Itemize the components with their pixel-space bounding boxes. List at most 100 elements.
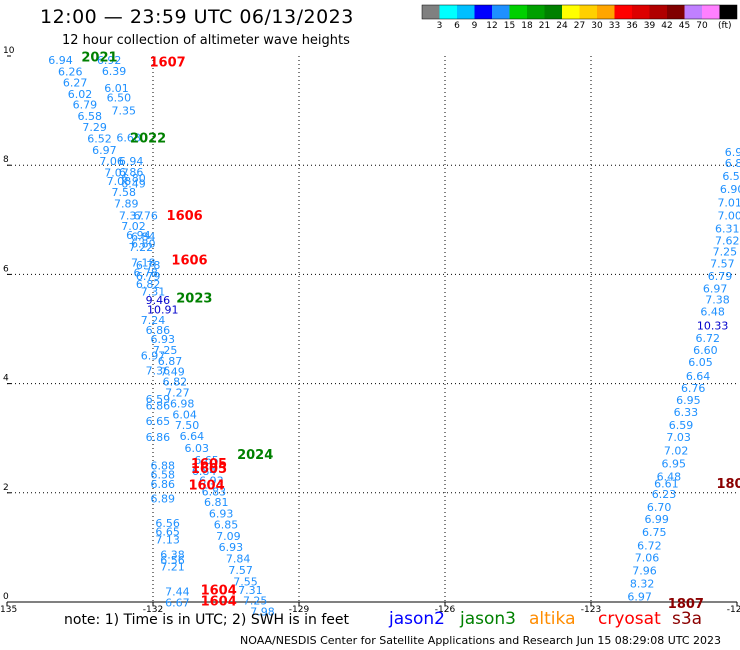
swh-point: 6.83: [202, 485, 227, 498]
pass-label: 1604: [201, 595, 237, 610]
swh-point: 7.50: [175, 419, 200, 432]
swh-point: 6.97: [627, 591, 652, 604]
swh-point: 6.93: [209, 508, 234, 521]
swh-point: 7.31: [238, 584, 263, 597]
swh-point: 6.76: [133, 210, 158, 223]
swh-point: 7.08: [107, 175, 132, 188]
pass-label: 1807: [668, 597, 704, 612]
pass-label: 2024: [237, 448, 273, 463]
swh-point: 6.31: [715, 223, 740, 236]
colorbar-swatch: [719, 5, 737, 19]
pass-label: 1607: [150, 56, 186, 71]
swh-point: 7.25: [153, 344, 178, 357]
pass-label: 2021: [81, 51, 117, 66]
colorbar-swatch: [509, 5, 527, 19]
swh-point: 6.79: [73, 99, 98, 112]
swh-point: 7.58: [112, 186, 137, 199]
x-tick-label: -135: [0, 605, 17, 615]
swh-point: 6.70: [647, 501, 672, 514]
swh-point: 6.86: [146, 324, 171, 337]
swh-point: 7.55: [233, 575, 258, 588]
pass-label: 2023: [176, 291, 212, 306]
colorbar-tick-label: 15: [503, 21, 516, 31]
pass-label: 2022: [130, 131, 166, 146]
colorbar-tick-label: 27: [573, 21, 586, 31]
swh-point: 7.24: [141, 314, 166, 327]
swh-point: 7.44: [165, 586, 190, 599]
swh-point: 6.65: [155, 526, 180, 539]
swh-point: 6.86: [146, 400, 171, 413]
colorbar-swatch: [439, 5, 457, 19]
y-tick-label: 4: [3, 374, 9, 384]
swh-point: 6.95: [676, 394, 701, 407]
colorbar-swatch: [597, 5, 615, 19]
swh-point: 6.58: [150, 468, 175, 481]
swh-point: 6.23: [652, 488, 677, 501]
pass-label: 1606: [171, 253, 207, 268]
colorbar-swatch: [632, 5, 650, 19]
swh-point: 6.95: [661, 457, 686, 470]
swh-point: 7.31: [141, 285, 166, 298]
swh-point: 6.64: [180, 430, 205, 443]
swh-point: 7.38: [705, 294, 730, 307]
grid-lines: [7, 56, 737, 602]
swh-point: 6.97: [141, 349, 166, 362]
swh-point: 6.03: [185, 442, 210, 455]
swh-point: 7.00: [717, 210, 740, 223]
swh-point: 8.32: [630, 578, 655, 591]
swh-point: 7.07: [104, 166, 129, 179]
colorbar-tick-label: 30: [591, 21, 603, 31]
swh-point: 6.75: [642, 526, 667, 539]
colorbar-tick-label: 18: [521, 21, 533, 31]
swh-point: 6.83: [725, 157, 740, 170]
colorbar-tick-label: 9: [471, 21, 478, 31]
swh-point: 6.51: [722, 170, 740, 183]
swh-point: 6.88: [150, 460, 175, 473]
legend-altika: altika: [529, 609, 576, 629]
swh-point: 6.97: [92, 144, 117, 157]
x-tick-label: -120: [727, 605, 740, 615]
colorbar-tick-label: 70: [696, 21, 708, 31]
colorbar-swatch: [562, 5, 580, 19]
swh-point: 6.94: [119, 155, 144, 168]
swh-point: 6.72: [696, 332, 721, 345]
colorbar-swatch: [457, 5, 475, 19]
swh-point: 7.22: [129, 241, 154, 254]
data-points: 6.946.266.276.026.796.587.296.526.977.06…: [48, 54, 740, 618]
swh-point: 6.33: [674, 406, 699, 419]
colorbar-swatch: [544, 5, 562, 19]
colorbar-swatch: [702, 5, 720, 19]
swh-point: 9.46: [146, 294, 171, 307]
x-tick-label: -132: [143, 605, 163, 615]
swh-point: 7.06: [99, 155, 124, 168]
swh-point: 6.78: [136, 259, 161, 272]
colorbar-tick-label: 24: [556, 21, 568, 31]
colorbar-tick-label: 6: [454, 21, 460, 31]
swh-point: 6.82: [136, 278, 161, 291]
colorbar-swatch: [527, 5, 545, 19]
swh-point: 6.93: [219, 541, 244, 554]
swh-point: 6.39: [102, 65, 127, 78]
legend-cryosat: cryosat: [598, 609, 661, 629]
swh-point: 7.98: [250, 605, 275, 618]
swh-point: 6.56: [155, 517, 180, 530]
colorbar-tick-label: 39: [643, 21, 656, 31]
y-tick-label: 6: [3, 264, 9, 274]
swh-point: 6.05: [688, 356, 713, 369]
pass-label: 1604: [201, 584, 237, 599]
colorbar-swatch: [492, 5, 510, 19]
swh-point: 6.99: [644, 513, 669, 526]
swh-point: 6.58: [77, 110, 102, 123]
swh-point: 10.33: [697, 319, 729, 332]
colorbar-tick-label: 21: [538, 21, 551, 31]
swh-point: 6.67: [165, 597, 190, 610]
legend-jason2: jason2: [389, 609, 445, 629]
swh-point: 7.84: [226, 552, 251, 565]
credit-line: NOAA/NESDIS Center for Satellite Applica…: [240, 634, 722, 647]
swh-point: 7.29: [82, 121, 107, 134]
swh-point: 7.57: [710, 258, 735, 271]
chart-subtitle: 12 hour collection of altimeter wave hei…: [62, 33, 350, 48]
swh-point: 7.49: [160, 366, 185, 379]
swh-point: 6.98: [170, 397, 195, 410]
